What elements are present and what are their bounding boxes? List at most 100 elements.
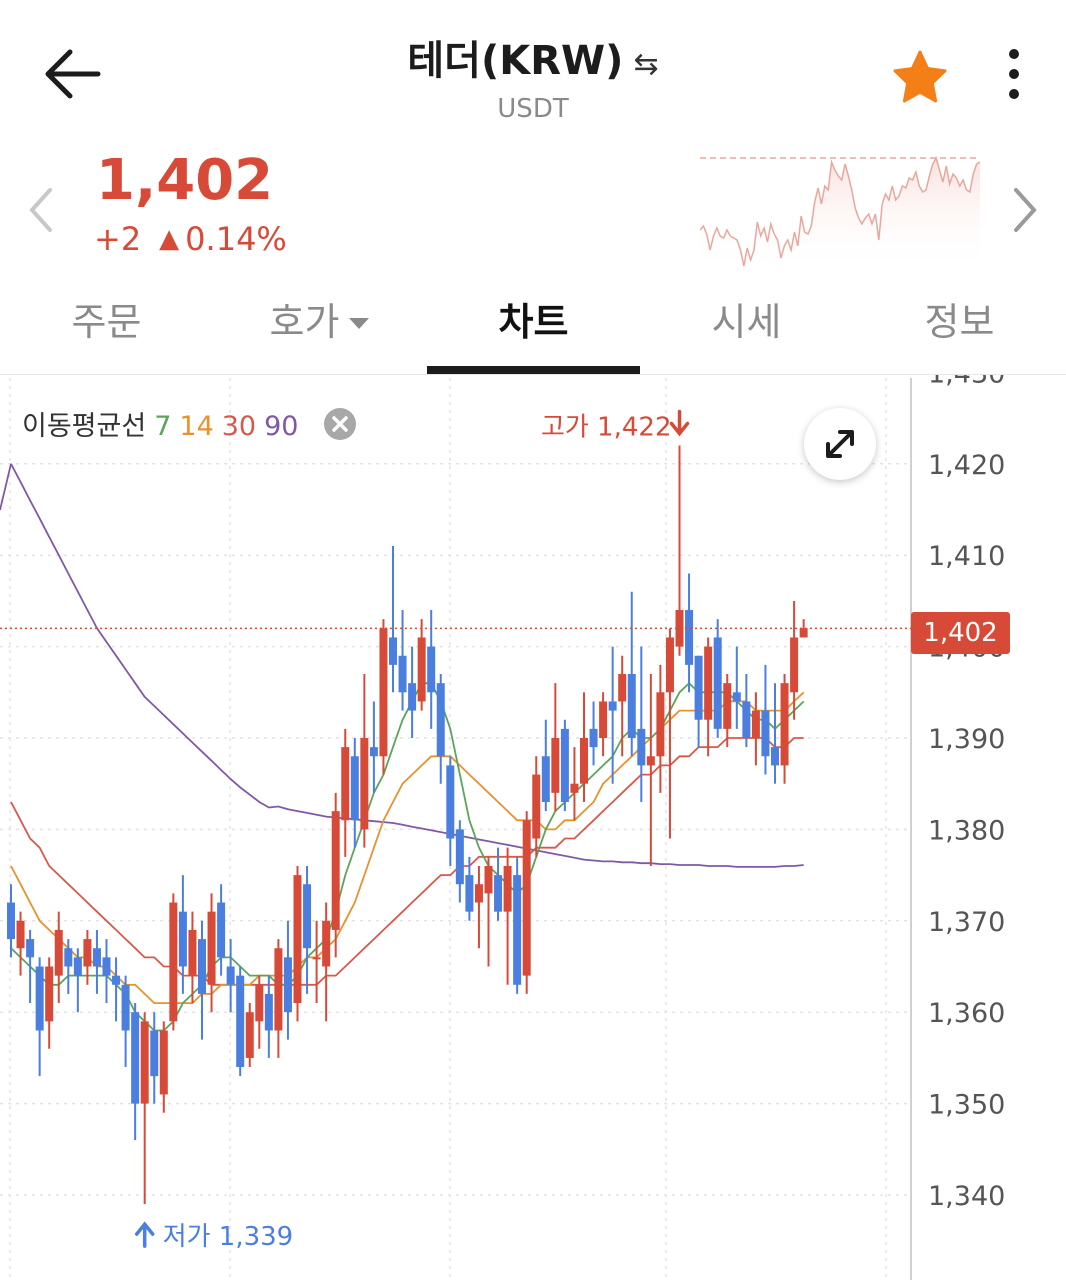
- candle-body: [217, 902, 226, 958]
- candle-body: [350, 756, 359, 821]
- candle-body: [150, 1030, 159, 1077]
- candle-body: [207, 911, 216, 985]
- candle-body: [589, 728, 598, 748]
- candle-body: [799, 628, 808, 638]
- close-icon: [332, 416, 348, 432]
- candle-body: [140, 1021, 149, 1104]
- change-amount: +2: [94, 220, 142, 258]
- y-axis-tick-label: 1,410: [928, 541, 1005, 572]
- tab-market[interactable]: 시세: [640, 280, 853, 374]
- candle-body: [16, 920, 25, 949]
- y-axis-tick-label: 1,430: [928, 375, 1005, 389]
- swap-icon: ⇆: [633, 47, 659, 82]
- mini-chart-line: [700, 156, 981, 267]
- tab-bar: 주문 호가 차트 시세 정보: [0, 280, 1066, 375]
- candle-body: [465, 875, 474, 912]
- candle-body: [54, 929, 63, 976]
- candle-body: [532, 774, 541, 839]
- y-axis-tick-label: 1,380: [928, 815, 1005, 846]
- candle-body: [771, 747, 779, 766]
- candle-body: [303, 884, 312, 949]
- mini-price-chart: [700, 156, 981, 272]
- tab-info[interactable]: 정보: [853, 280, 1066, 374]
- candlestick-chart[interactable]: 1,4301,4201,4101,4001,3901,3801,3701,360…: [0, 375, 1066, 1280]
- candle-body: [637, 728, 646, 766]
- candle-body: [780, 683, 789, 766]
- candle-body: [704, 646, 713, 720]
- prev-coin-button[interactable]: [24, 186, 58, 234]
- back-button[interactable]: [40, 44, 104, 104]
- tab-order-label: 주문: [71, 300, 142, 344]
- candle-body: [675, 610, 684, 647]
- candle-body: [331, 811, 340, 930]
- candle-body: [198, 939, 206, 994]
- candle-body: [369, 747, 378, 757]
- y-axis-tick-label: 1,420: [928, 450, 1005, 481]
- candle-body: [236, 975, 245, 1068]
- candle-body: [322, 920, 331, 967]
- favorite-button[interactable]: [890, 48, 950, 106]
- y-axis-tick-label: 1,390: [928, 724, 1005, 755]
- candle-body: [723, 683, 732, 729]
- candle-body: [560, 728, 569, 802]
- current-price-tag: 1,402: [911, 612, 1010, 654]
- expand-icon: [826, 430, 854, 458]
- candle-body: [83, 939, 92, 967]
- current-price: 1,402: [96, 148, 274, 213]
- price-change: +2 ▲ 0.14%: [94, 220, 287, 258]
- next-coin-button[interactable]: [1008, 186, 1042, 234]
- moving-average-7-line: [10, 681, 805, 1032]
- candle-body: [92, 948, 101, 967]
- candle-body: [159, 1030, 168, 1095]
- low-price-label: 저가 1,339: [163, 1222, 294, 1252]
- candle-body: [742, 701, 751, 738]
- star-icon: [893, 50, 947, 103]
- candle-body: [264, 993, 273, 1031]
- candle-body: [694, 655, 703, 720]
- tab-orderbook[interactable]: 호가: [213, 280, 426, 374]
- candle-body: [398, 655, 407, 693]
- candle-body: [618, 674, 627, 702]
- chevron-right-icon: [1014, 188, 1037, 232]
- triangle-up-icon: ▲: [159, 224, 180, 254]
- fullscreen-button[interactable]: [804, 408, 876, 480]
- tab-order[interactable]: 주문: [0, 280, 213, 374]
- candle-body: [112, 975, 121, 985]
- candle-body: [513, 875, 522, 985]
- candle-body: [26, 939, 35, 958]
- candle-body: [226, 966, 235, 985]
- tab-orderbook-label: 호가: [269, 300, 340, 344]
- candle-body: [665, 637, 674, 693]
- candle-body: [188, 929, 197, 976]
- change-rate: 0.14%: [185, 220, 287, 258]
- candle-body: [570, 783, 579, 793]
- candle-body: [436, 683, 445, 757]
- tab-chart[interactable]: 차트: [427, 280, 640, 374]
- candle-body: [656, 692, 665, 757]
- page-title[interactable]: 테더(KRW) ⇆: [0, 28, 1066, 86]
- arrow-down-icon: [669, 409, 690, 437]
- candle-body: [732, 692, 741, 702]
- arrow-left-icon: [45, 49, 101, 99]
- candle-body: [102, 957, 111, 976]
- candle-body: [283, 957, 292, 1013]
- candle-body: [446, 765, 455, 839]
- candle-body: [178, 911, 187, 967]
- candle-body: [341, 747, 350, 821]
- mini-chart-area: [700, 158, 980, 272]
- page-title-text: 테더(KRW): [407, 38, 624, 84]
- candle-body: [627, 674, 636, 738]
- candle-body: [7, 902, 15, 940]
- ma-7-label: 7: [154, 411, 172, 442]
- candle-body: [121, 984, 130, 1031]
- candle-body: [274, 948, 283, 1031]
- candle-body: [255, 984, 264, 1022]
- arrow-up-icon: [134, 1221, 155, 1248]
- candle-body: [551, 738, 560, 793]
- candle-body: [761, 710, 770, 757]
- chevron-left-icon: [29, 188, 52, 232]
- more-button[interactable]: [996, 44, 1032, 104]
- tab-market-label: 시세: [711, 300, 782, 344]
- ma-legend-close-button[interactable]: [324, 408, 356, 440]
- candle-body: [389, 637, 397, 665]
